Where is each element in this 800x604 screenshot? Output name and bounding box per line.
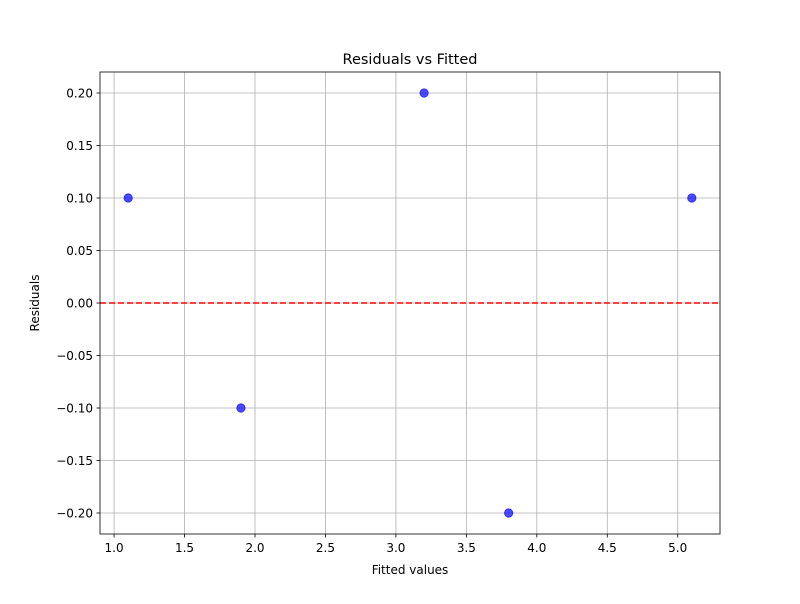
data-point	[123, 193, 133, 203]
chart-title: Residuals vs Fitted	[343, 52, 478, 68]
y-tick-label: −0.10	[56, 401, 93, 415]
x-axis-ticks: 1.0 1.5 2.0 2.5 3.0 3.5 4.0 4.5 5.0	[105, 534, 687, 555]
y-tick-label: 0.20	[66, 86, 93, 100]
data-point	[236, 403, 246, 413]
x-tick-label: 1.5	[175, 541, 194, 555]
x-tick-label: 2.0	[245, 541, 264, 555]
x-tick-label: 4.5	[598, 541, 617, 555]
y-tick-label: 0.05	[66, 244, 93, 258]
x-tick-label: 3.5	[457, 541, 476, 555]
y-tick-label: −0.05	[56, 349, 93, 363]
y-tick-label: 0.00	[66, 296, 93, 310]
x-axis-label: Fitted values	[372, 563, 449, 577]
data-point	[504, 508, 514, 518]
x-tick-label: 4.0	[527, 541, 546, 555]
y-tick-label: −0.20	[56, 506, 93, 520]
y-axis-label: Residuals	[28, 275, 42, 332]
y-axis-ticks: −0.20 −0.15 −0.10 −0.05 0.00 0.05 0.10 0.15 0.20	[56, 86, 100, 520]
data-points-layer	[123, 88, 697, 518]
x-tick-label: 1.0	[105, 541, 124, 555]
x-tick-label: 5.0	[668, 541, 687, 555]
x-tick-label: 3.0	[386, 541, 405, 555]
y-tick-label: −0.15	[56, 454, 93, 468]
x-tick-label: 2.5	[316, 541, 335, 555]
y-tick-label: 0.10	[66, 191, 93, 205]
data-point	[687, 193, 697, 203]
data-point	[419, 88, 429, 98]
y-tick-label: 0.15	[66, 139, 93, 153]
